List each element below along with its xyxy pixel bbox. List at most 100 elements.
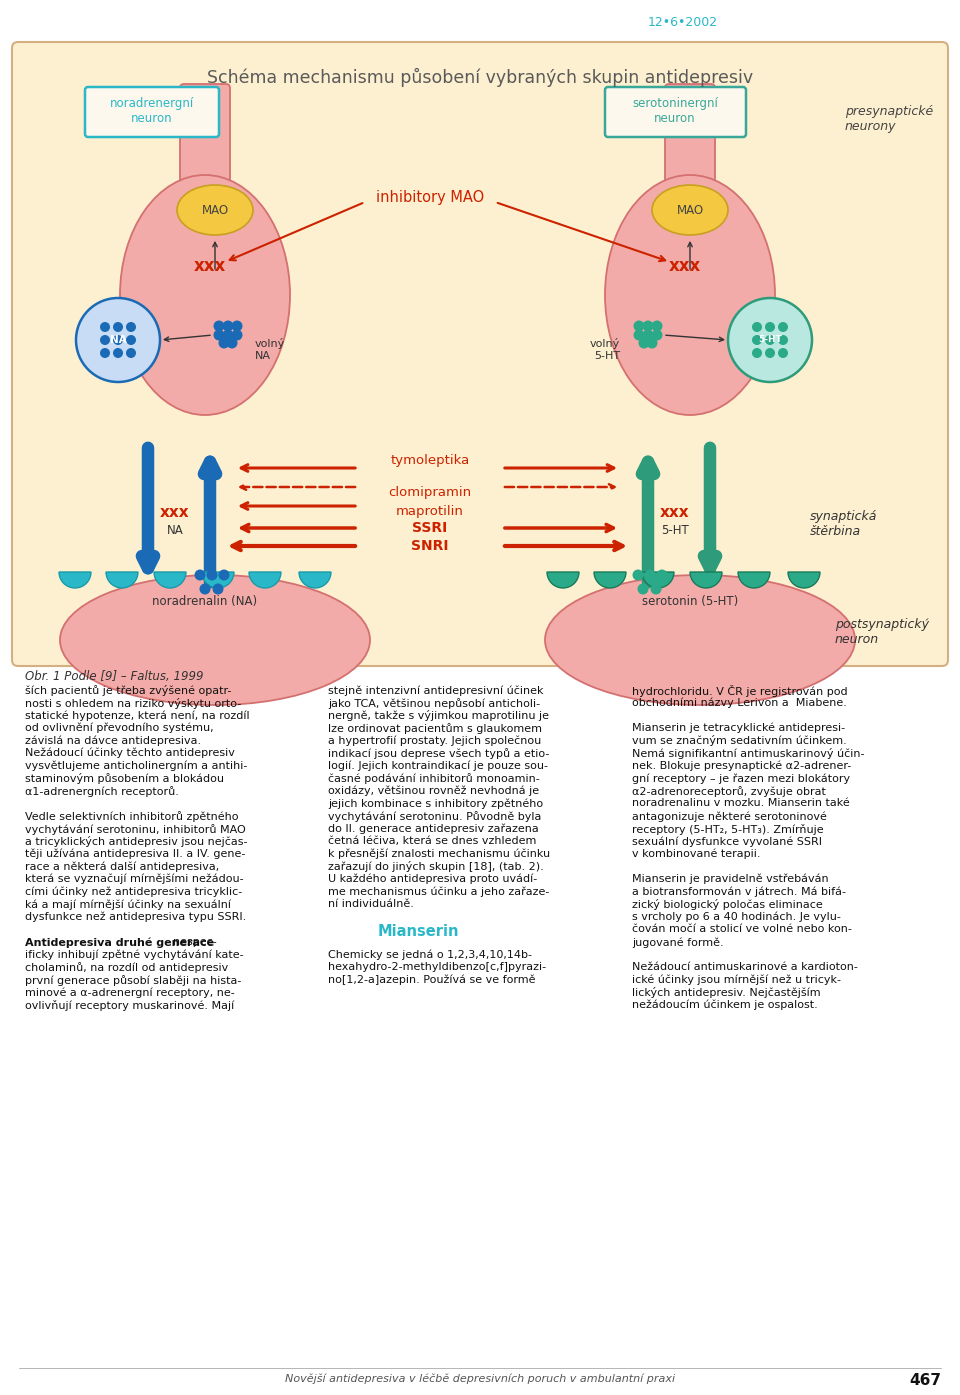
Circle shape: [200, 583, 210, 594]
Text: NA: NA: [109, 335, 127, 345]
Text: čován močí a stolicí ve volné nebo kon-: čován močí a stolicí ve volné nebo kon-: [632, 925, 852, 935]
Text: SNRI: SNRI: [411, 538, 448, 552]
Text: Antidepresiva druhé generace: Antidepresiva druhé generace: [25, 937, 214, 947]
Text: Nežádoucí antimuskarinové a kardioton-: Nežádoucí antimuskarinové a kardioton-: [632, 963, 858, 972]
Circle shape: [644, 569, 656, 580]
Ellipse shape: [545, 575, 855, 704]
Circle shape: [126, 322, 136, 332]
Wedge shape: [59, 572, 91, 589]
Text: receptory (5-HT₂, 5-HT₃). Zmírňuje: receptory (5-HT₂, 5-HT₃). Zmírňuje: [632, 823, 824, 834]
Ellipse shape: [177, 186, 253, 234]
Text: volný
5-HT: volný 5-HT: [589, 338, 620, 360]
Circle shape: [642, 321, 654, 332]
Text: statické hypotenze, která není, na rozdíl: statické hypotenze, která není, na rozdí…: [25, 710, 250, 721]
Circle shape: [778, 335, 788, 345]
Text: antagonizuje některé serotoninové: antagonizuje některé serotoninové: [632, 810, 827, 822]
Circle shape: [652, 329, 662, 340]
Text: těji užívána antidepresiva II. a IV. gene-: těji užívána antidepresiva II. a IV. gen…: [25, 848, 246, 859]
Circle shape: [212, 583, 224, 594]
Circle shape: [778, 322, 788, 332]
Text: α1-adrenergních receptorů.: α1-adrenergních receptorů.: [25, 785, 179, 797]
Text: jejich kombinace s inhibitory zpětného: jejich kombinace s inhibitory zpětného: [328, 798, 543, 809]
Text: presynaptické
neurony: presynaptické neurony: [845, 105, 933, 133]
FancyBboxPatch shape: [12, 42, 948, 665]
Text: MAO: MAO: [202, 204, 228, 216]
Text: s vrcholy po 6 a 40 hodinách. Je vylu-: s vrcholy po 6 a 40 hodinách. Je vylu-: [632, 912, 841, 922]
Text: Mianserin je pravidelně vstřebáván: Mianserin je pravidelně vstřebáván: [632, 875, 828, 884]
FancyBboxPatch shape: [85, 86, 219, 137]
Text: tymoleptika: tymoleptika: [391, 453, 469, 467]
Text: lze ordinovat pacientům s glaukomem: lze ordinovat pacientům s glaukomem: [328, 723, 542, 734]
Text: vum se značným sedativním účinkem.: vum se značným sedativním účinkem.: [632, 735, 847, 746]
Text: logií. Jejich kontraindikací je pouze sou-: logií. Jejich kontraindikací je pouze so…: [328, 760, 548, 771]
Text: dysfunkce než antidepresiva typu SSRI.: dysfunkce než antidepresiva typu SSRI.: [25, 912, 247, 922]
Text: 5-HT: 5-HT: [661, 525, 689, 537]
Circle shape: [634, 329, 644, 340]
Text: noradrenergní
neuron: noradrenergní neuron: [109, 98, 194, 126]
Text: nek. Blokuje presynaptické α2-adrener-: nek. Blokuje presynaptické α2-adrener-: [632, 760, 852, 771]
Text: ká a mají mírnější účinky na sexuální: ká a mají mírnější účinky na sexuální: [25, 900, 231, 910]
Text: ní individuálně.: ní individuálně.: [328, 900, 414, 910]
Ellipse shape: [652, 186, 728, 234]
Text: četná léčiva, která se dnes vzhledem: četná léčiva, která se dnes vzhledem: [328, 836, 537, 847]
Text: clomipramin: clomipramin: [389, 485, 471, 499]
Text: cholaminů, na rozdíl od antidepresiv: cholaminů, na rozdíl od antidepresiv: [25, 963, 228, 974]
Wedge shape: [202, 572, 234, 589]
Text: do II. generace antidepresiv zařazena: do II. generace antidepresiv zařazena: [328, 823, 539, 834]
Text: MAO: MAO: [677, 204, 704, 216]
Text: nergně, takže s výjimkou maprotilinu je: nergně, takže s výjimkou maprotilinu je: [328, 710, 549, 721]
Text: Chemicky se jedná o 1,2,3,4,10,14b-: Chemicky se jedná o 1,2,3,4,10,14b-: [328, 950, 532, 960]
Circle shape: [126, 347, 136, 359]
Circle shape: [637, 583, 649, 594]
Text: maprotilin: maprotilin: [396, 505, 464, 518]
Text: indikací jsou deprese všech typů a etio-: indikací jsou deprese všech typů a etio-: [328, 748, 549, 759]
Text: vychytávání serotoninu, inhibitorů MAO: vychytávání serotoninu, inhibitorů MAO: [25, 823, 246, 834]
Text: Mianserin: Mianserin: [378, 925, 460, 939]
Wedge shape: [690, 572, 722, 589]
Text: obchodními názvy Lerivon a  Miabene.: obchodními názvy Lerivon a Miabene.: [632, 698, 847, 709]
Text: serotoninergní
neuron: serotoninergní neuron: [632, 98, 718, 126]
Circle shape: [231, 329, 243, 340]
Text: 5-HT: 5-HT: [758, 336, 782, 345]
Text: staminovým působením a blokádou: staminovým působením a blokádou: [25, 773, 224, 784]
Circle shape: [638, 338, 650, 349]
Circle shape: [634, 321, 644, 332]
Text: SSRI: SSRI: [413, 520, 447, 536]
Circle shape: [100, 335, 110, 345]
Ellipse shape: [120, 174, 290, 414]
Circle shape: [765, 347, 775, 359]
Circle shape: [642, 329, 654, 340]
Text: xxx: xxx: [660, 505, 690, 520]
Text: zický biologický poločas eliminace: zický biologický poločas eliminace: [632, 900, 823, 910]
FancyBboxPatch shape: [665, 84, 715, 201]
Text: ovlivňují receptory muskarinové. Mají: ovlivňují receptory muskarinové. Mají: [25, 1000, 234, 1011]
Circle shape: [752, 322, 762, 332]
Circle shape: [223, 321, 233, 332]
Circle shape: [765, 322, 775, 332]
Wedge shape: [106, 572, 138, 589]
Circle shape: [652, 321, 662, 332]
Circle shape: [100, 347, 110, 359]
Circle shape: [213, 321, 225, 332]
Text: Novější antidepresiva v léčbě depresivních poruch v ambulantní praxi: Novější antidepresiva v léčbě depresivní…: [285, 1373, 675, 1384]
Text: závislá na dávce antidepresiva.: závislá na dávce antidepresiva.: [25, 735, 202, 746]
Text: jako TCA, většinou nepůsobí anticholi-: jako TCA, většinou nepůsobí anticholi-: [328, 698, 540, 709]
Circle shape: [195, 569, 205, 580]
Text: ších pacientů je třeba zvýšené opatr-: ších pacientů je třeba zvýšené opatr-: [25, 685, 231, 696]
Text: Mianserin je tetracyklické antidepresi-: Mianserin je tetracyklické antidepresi-: [632, 723, 845, 734]
Text: 12•6•2002: 12•6•2002: [648, 15, 718, 29]
Text: první generace působí slaběji na hista-: první generace působí slaběji na hista-: [25, 975, 241, 986]
Text: v kombinované terapii.: v kombinované terapii.: [632, 848, 760, 859]
Text: xxx: xxx: [194, 257, 227, 275]
FancyBboxPatch shape: [180, 84, 230, 201]
Text: xxx: xxx: [160, 505, 190, 520]
Text: Obr. 1 Podle [9] – Faltus, 1999: Obr. 1 Podle [9] – Faltus, 1999: [25, 670, 204, 684]
Text: Vedle selektivních inhibitorů zpětného: Vedle selektivních inhibitorů zpětného: [25, 810, 238, 822]
Circle shape: [657, 569, 667, 580]
Circle shape: [213, 329, 225, 340]
Text: NA: NA: [167, 525, 183, 537]
Circle shape: [728, 299, 812, 382]
Text: synaptická
štěrbina: synaptická štěrbina: [810, 511, 877, 538]
Wedge shape: [547, 572, 579, 589]
Wedge shape: [642, 572, 674, 589]
